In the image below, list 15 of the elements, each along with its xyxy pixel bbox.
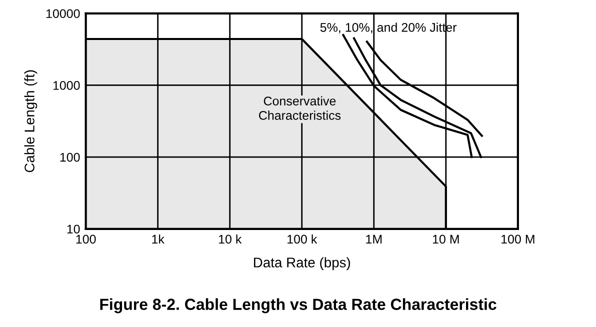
y-tick-label: 10 (67, 224, 80, 234)
x-tick-label: 100 k (288, 234, 318, 244)
y-tick-label: 100 (60, 152, 80, 162)
x-axis-title: Data Rate (bps) (254, 257, 350, 270)
x-tick-label: 100 M (502, 234, 534, 244)
x-tick-label: 100 (76, 234, 96, 244)
x-tick-label: 10 k (219, 234, 242, 244)
text: Figure 8-2. Cable Length vs Data Rate Characteristic (100, 298, 496, 314)
x-tick-label: 1k (152, 234, 164, 244)
x-tick-label: 1M (366, 234, 382, 244)
annotation: Conservative Characteristics (259, 96, 341, 120)
y-tick-label: 10000 (46, 9, 80, 18)
y-axis-title: Cable Length (ft) (24, 70, 38, 172)
x-tick-label: 10 M (432, 234, 459, 244)
y-tick-label: 1000 (53, 81, 80, 90)
